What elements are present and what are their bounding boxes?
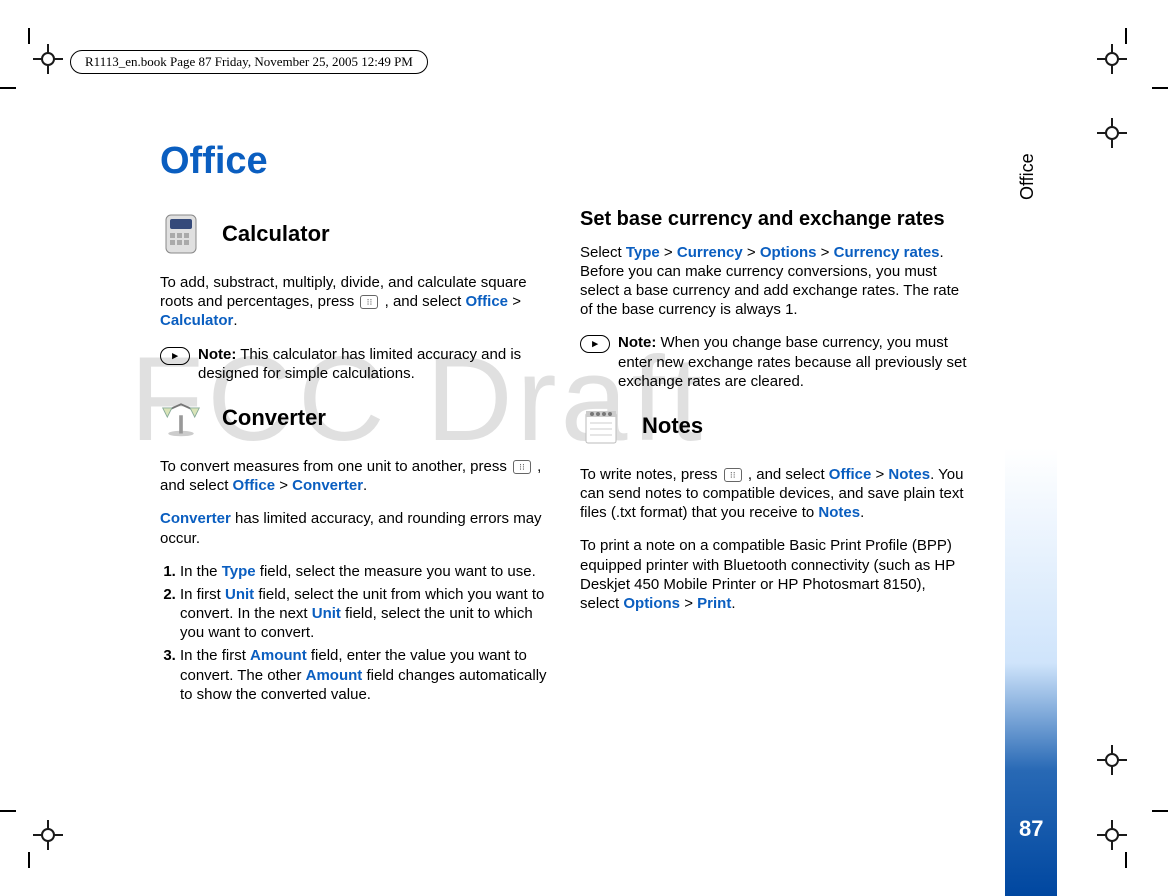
- crop-rule: [0, 810, 16, 812]
- calculator-note: ▸ Note: This calculator has limited accu…: [160, 345, 548, 383]
- note-icon: ▸: [160, 347, 190, 365]
- menu-key-icon: ⁝⁝: [513, 460, 531, 474]
- crop-rule: [28, 28, 30, 44]
- left-column: Calculator To add, substract, multiply, …: [160, 207, 548, 708]
- notes-icon: [580, 405, 622, 447]
- register-mark-icon: [33, 820, 63, 850]
- calculator-heading: Calculator: [160, 213, 548, 255]
- register-mark-icon: [1097, 44, 1127, 74]
- crop-rule: [1125, 28, 1127, 44]
- step-2: In first Unit field, select the unit fro…: [180, 585, 548, 643]
- link-office: Office: [829, 466, 872, 483]
- notes-print: To print a note on a compatible Basic Pr…: [580, 536, 968, 613]
- content: Office Calculator: [160, 140, 970, 708]
- currency-heading: Set base currency and exchange rates: [580, 207, 968, 233]
- register-mark-icon: [1097, 118, 1127, 148]
- crop-rule: [28, 852, 30, 868]
- menu-key-icon: ⁝⁝: [724, 468, 742, 482]
- register-mark-icon: [1097, 745, 1127, 775]
- currency-intro: Select Type > Currency > Options > Curre…: [580, 243, 968, 320]
- link-office: Office: [466, 293, 509, 310]
- link-notes: Notes: [888, 466, 930, 483]
- register-mark-icon: [33, 44, 63, 74]
- side-gradient: Office 87: [1005, 0, 1057, 896]
- note-icon: ▸: [580, 335, 610, 353]
- calculator-intro: To add, substract, multiply, divide, and…: [160, 273, 548, 331]
- currency-note: ▸ Note: When you change base currency, y…: [580, 333, 968, 391]
- calculator-icon: [160, 213, 202, 255]
- book-header-bar: R1113_en.book Page 87 Friday, November 2…: [70, 50, 428, 74]
- notes-heading: Notes: [580, 405, 968, 447]
- crop-rule: [1125, 852, 1127, 868]
- register-mark-icon: [1097, 820, 1127, 850]
- side-tab-label: Office: [1017, 153, 1038, 200]
- notes-intro: To write notes, press ⁝⁝ , and select Of…: [580, 465, 968, 523]
- crop-rule: [1152, 87, 1168, 89]
- menu-key-icon: ⁝⁝: [360, 295, 378, 309]
- converter-intro: To convert measures from one unit to ano…: [160, 457, 548, 495]
- calculator-title: Calculator: [222, 220, 330, 248]
- side-strip: Office 87: [1005, 0, 1168, 896]
- link-calculator: Calculator: [160, 312, 233, 329]
- converter-icon: [160, 397, 202, 439]
- notes-title: Notes: [642, 412, 703, 440]
- step-1: In the Type field, select the measure yo…: [180, 562, 548, 581]
- right-column: Set base currency and exchange rates Sel…: [580, 207, 968, 708]
- step-3: In the first Amount field, enter the val…: [180, 646, 548, 704]
- converter-heading: Converter: [160, 397, 548, 439]
- page-title: Office: [160, 140, 970, 183]
- link-converter: Converter: [292, 477, 363, 494]
- crop-rule: [0, 87, 16, 89]
- converter-steps: In the Type field, select the measure yo…: [160, 562, 548, 704]
- converter-title: Converter: [222, 404, 326, 432]
- page-area: R1113_en.book Page 87 Friday, November 2…: [0, 0, 1005, 896]
- crop-rule: [1152, 810, 1168, 812]
- book-header-text: R1113_en.book Page 87 Friday, November 2…: [85, 54, 413, 70]
- converter-limited: Converter has limited accuracy, and roun…: [160, 509, 548, 547]
- page-number: 87: [1019, 816, 1043, 842]
- link-office: Office: [233, 477, 276, 494]
